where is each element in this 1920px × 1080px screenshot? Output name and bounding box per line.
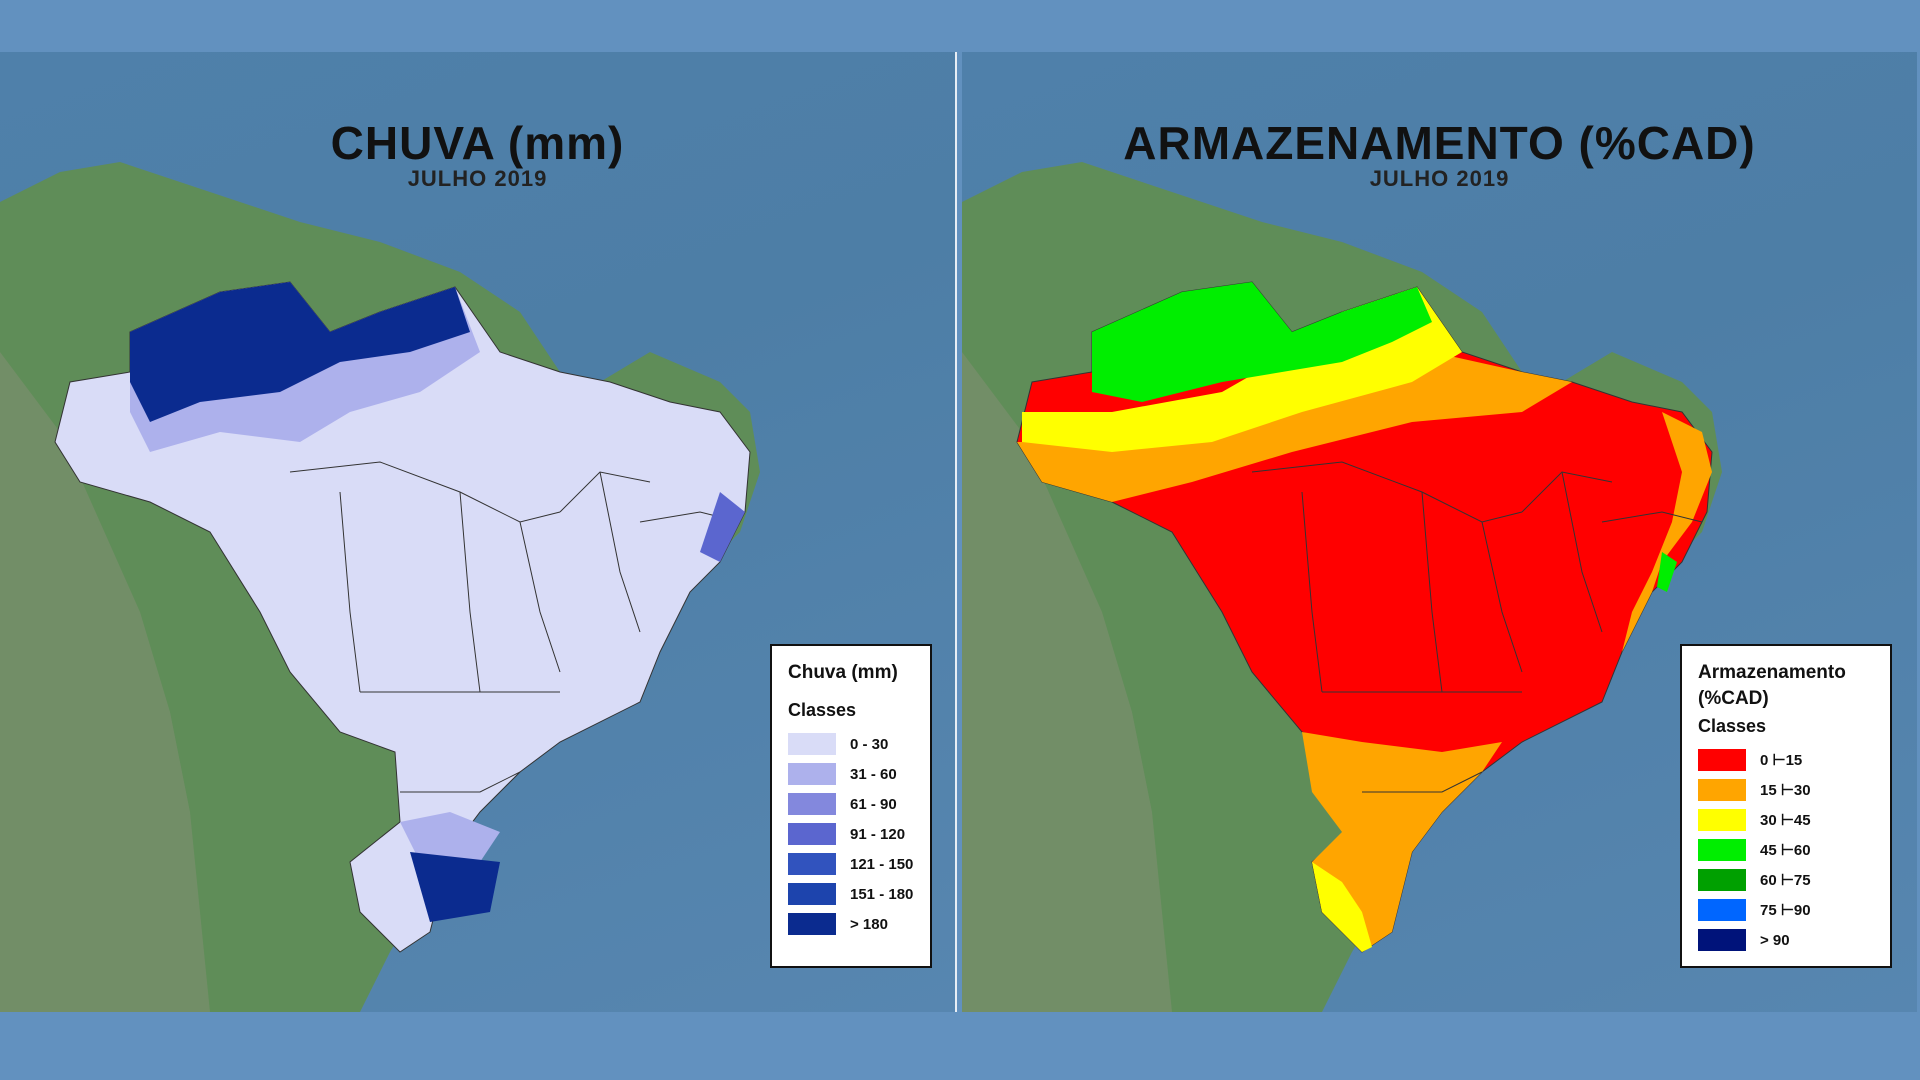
storage-map-panel: ARMAZENAMENTO (%CAD) JULHO 2019 Armazena…: [962, 52, 1917, 1012]
legend-label: 151 - 180: [850, 885, 914, 903]
legend-swatch: [1698, 779, 1746, 801]
legend-label: 60 ⊢75: [1760, 872, 1811, 889]
legend-label: 31 - 60: [850, 765, 897, 783]
rain-zone-northeast-coast: [700, 492, 745, 562]
legend-row: 60 ⊢75: [1698, 865, 1874, 895]
legend-classes: 0 ⊢15 15 ⊢30 30 ⊢45 45 ⊢60 60 ⊢75 75 ⊢90…: [1698, 745, 1874, 955]
legend-label: 15 ⊢30: [1760, 782, 1811, 799]
legend-swatch: [788, 733, 836, 755]
storage-map: [962, 162, 1722, 1012]
page-title: ARMAZENAMENTO (%CAD): [1123, 117, 1756, 169]
legend-label: 121 - 150: [850, 855, 914, 873]
legend-swatch: [788, 853, 836, 875]
legend-label: 0 - 30: [850, 735, 889, 753]
legend-label: 30 ⊢45: [1760, 812, 1811, 829]
legend-swatch: [1698, 839, 1746, 861]
page-subtitle: JULHO 2019: [407, 166, 548, 191]
legend-row: 45 ⊢60: [1698, 835, 1874, 865]
legend-row: 30 ⊢45: [1698, 805, 1874, 835]
legend-swatch: [1698, 929, 1746, 951]
legend-row: 61 - 90: [788, 789, 914, 819]
legend-row: 31 - 60: [788, 759, 914, 789]
legend-row: > 90: [1698, 925, 1874, 955]
storage-legend: Armazenamento (%CAD) Classes 0 ⊢15 15 ⊢3…: [1680, 644, 1892, 968]
andes-terrain: [962, 352, 1172, 1012]
legend-swatch: [788, 793, 836, 815]
legend-row: 151 - 180: [788, 879, 914, 909]
legend-swatch: [788, 883, 836, 905]
legend-swatch: [788, 763, 836, 785]
legend-swatch: [1698, 809, 1746, 831]
legend-label: 75 ⊢90: [1760, 902, 1811, 919]
legend-row: 91 - 120: [788, 819, 914, 849]
page-subtitle: JULHO 2019: [1369, 166, 1510, 191]
legend-label: 91 - 120: [850, 825, 906, 843]
state-borders: [289, 461, 741, 793]
rain-zone-south-core: [410, 852, 500, 922]
legend-swatch: [1698, 899, 1746, 921]
storage-zone-northwest-green: [1092, 282, 1432, 402]
rain-legend: Chuva (mm) Classes 0 - 30 31 - 60 61 - 9…: [770, 644, 932, 968]
legend-row: 0 - 30: [788, 729, 914, 759]
legend-swatch: [788, 913, 836, 935]
legend-row: 121 - 150: [788, 849, 914, 879]
state-borders: [1251, 461, 1703, 793]
storage-zone-north-orange: [1017, 352, 1572, 502]
rain-zone-south: [400, 812, 500, 862]
legend-swatch: [788, 823, 836, 845]
storage-zone-east-coast: [1622, 412, 1712, 652]
rain-map-panel: CHUVA (mm) JULHO 2019 Chuva (mm) Classes…: [0, 52, 957, 1012]
legend-label: 61 - 90: [850, 795, 897, 813]
legend-label: > 90: [1760, 931, 1790, 949]
legend-subtitle: Classes: [788, 700, 857, 720]
legend-row: > 180: [788, 909, 914, 939]
legend-row: 0 ⊢15: [1698, 745, 1874, 775]
legend-title-line1: Armazenamento: [1698, 662, 1846, 683]
page-title: CHUVA (mm): [330, 117, 625, 169]
storage-zone-south-yellow: [1312, 862, 1372, 952]
storage-zone-east-coast-green: [1657, 552, 1677, 592]
legend-title: Chuva (mm): [788, 662, 898, 683]
legend-swatch: [1698, 869, 1746, 891]
legend-label: > 180: [850, 915, 888, 933]
legend-label: 45 ⊢60: [1760, 842, 1811, 859]
legend-label: 0 ⊢15: [1760, 752, 1803, 769]
andes-terrain: [0, 352, 210, 1012]
legend-title-line2: (%CAD): [1698, 688, 1769, 709]
legend-row: 15 ⊢30: [1698, 775, 1874, 805]
legend-swatch: [1698, 749, 1746, 771]
rain-map: [0, 162, 760, 1012]
legend-row: 75 ⊢90: [1698, 895, 1874, 925]
legend-classes: 0 - 30 31 - 60 61 - 90 91 - 120 121 - 15…: [788, 729, 914, 939]
legend-subtitle: Classes: [1698, 716, 1767, 736]
rain-zone-northwest-core: [130, 282, 470, 422]
